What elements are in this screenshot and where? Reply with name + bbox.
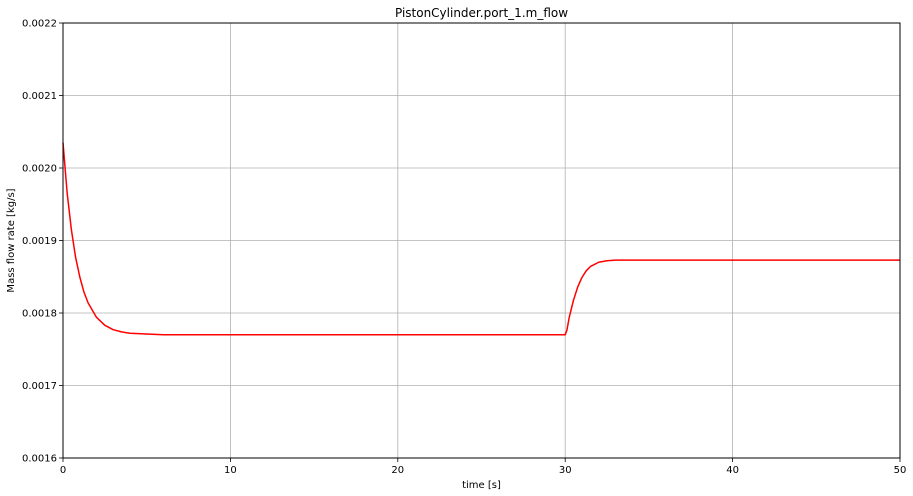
series-line bbox=[62, 142, 900, 336]
plot-frame bbox=[62, 22, 901, 459]
x-tick-label: 0 bbox=[60, 465, 66, 476]
x-tick-label: 30 bbox=[559, 465, 572, 476]
y-tick-label: 0.0016 bbox=[22, 454, 57, 465]
y-ticks: 0.0016 0.0017 0.0018 0.0019 0.0020 0.0021 0.00… bbox=[22, 19, 63, 465]
chart-title: PistonCylinder.port_1.m_flow bbox=[395, 6, 568, 20]
y-axis-label: Mass flow rate [kg/s] bbox=[6, 188, 17, 292]
x-tick-label: 40 bbox=[726, 465, 739, 476]
y-tick-label: 0.0017 bbox=[22, 381, 57, 392]
grid bbox=[62, 22, 901, 459]
x-tick-label: 10 bbox=[224, 465, 237, 476]
series-layer bbox=[62, 142, 900, 336]
y-tick-label: 0.0018 bbox=[22, 309, 57, 320]
x-tick-label: 50 bbox=[894, 465, 907, 476]
x-ticks: 0 10 20 30 40 50 bbox=[60, 458, 907, 476]
y-tick-label: 0.0021 bbox=[22, 91, 57, 102]
y-tick-label: 0.0022 bbox=[22, 19, 57, 30]
x-axis-label: time [s] bbox=[462, 480, 501, 491]
y-tick-label: 0.0019 bbox=[22, 236, 57, 247]
y-tick-label: 0.0020 bbox=[22, 164, 57, 175]
x-tick-label: 20 bbox=[391, 465, 404, 476]
